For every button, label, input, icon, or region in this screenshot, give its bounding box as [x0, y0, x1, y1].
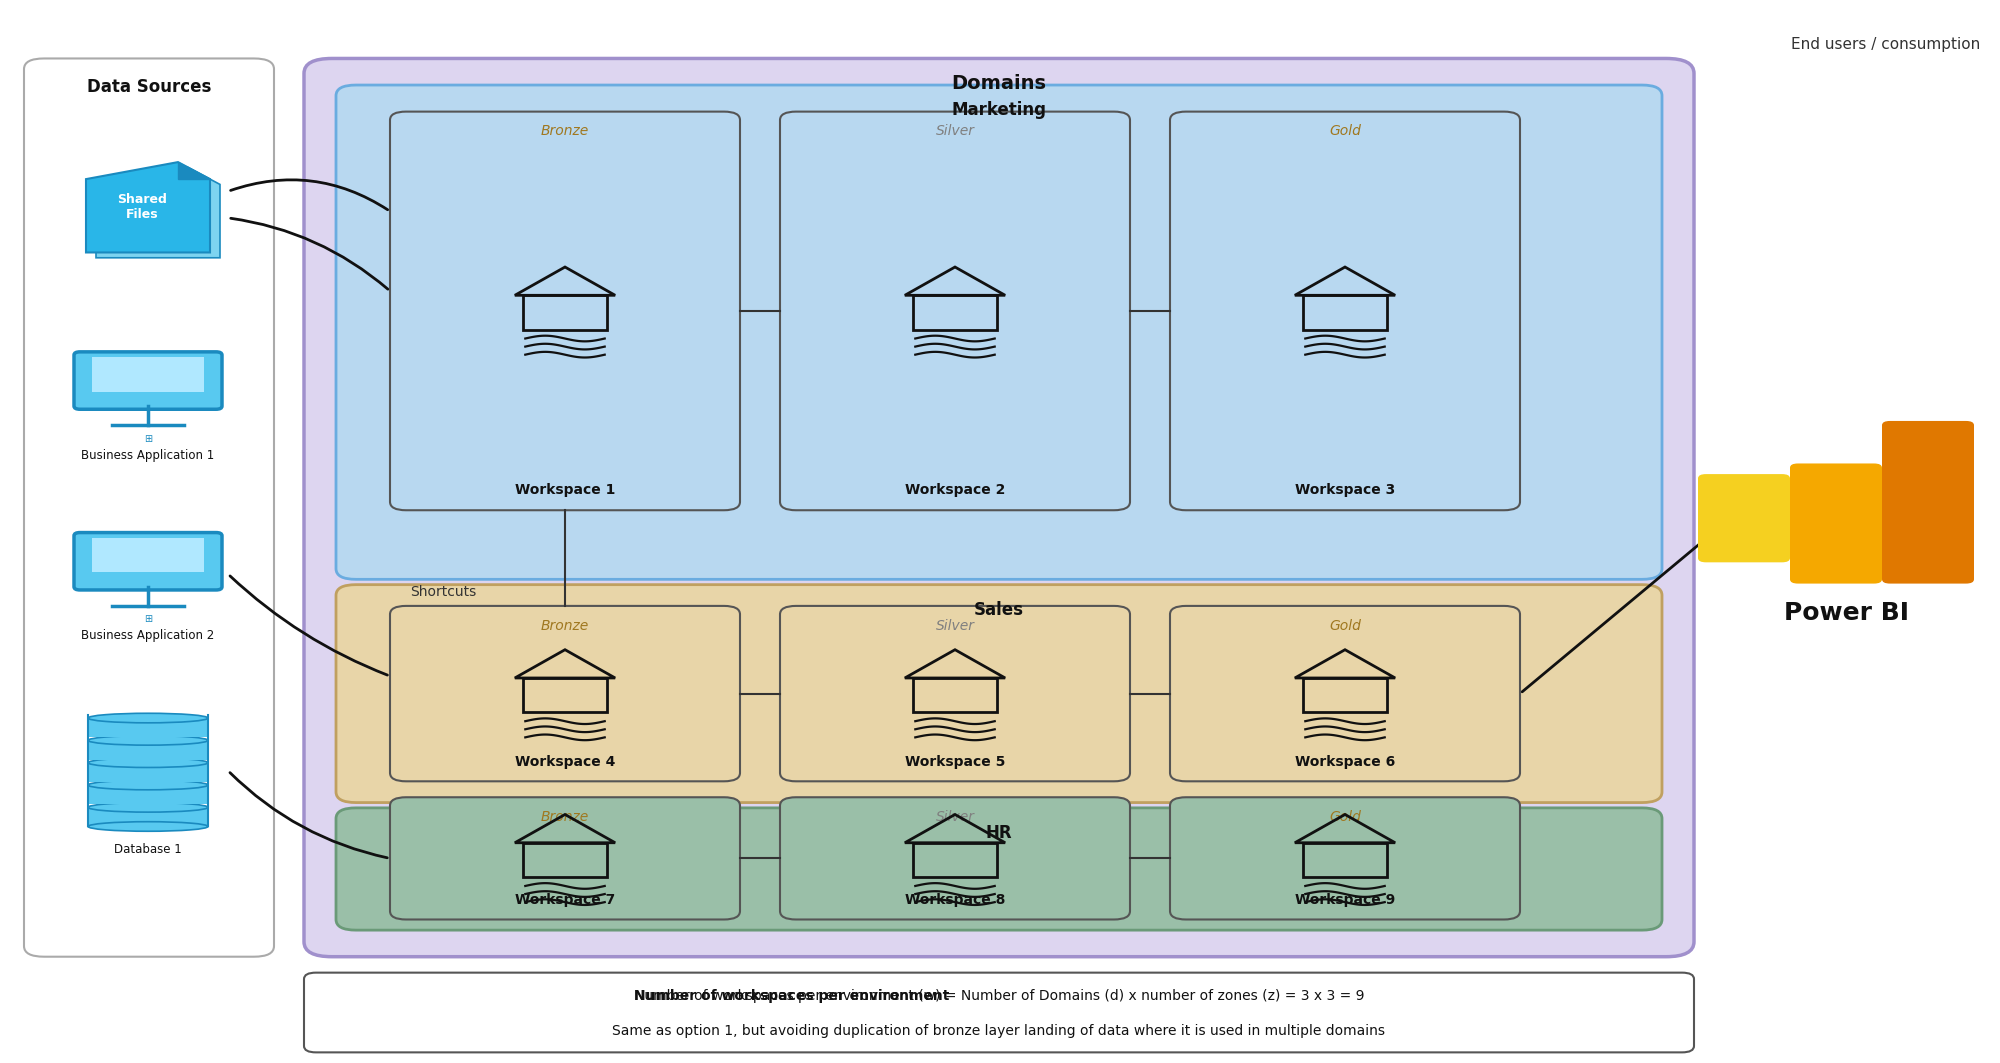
- Text: Workspace 3: Workspace 3: [1294, 484, 1396, 497]
- Bar: [88, 763, 208, 782]
- Text: Bronze: Bronze: [540, 619, 590, 632]
- FancyBboxPatch shape: [92, 538, 204, 572]
- FancyBboxPatch shape: [304, 58, 1694, 957]
- Text: Marketing: Marketing: [952, 101, 1046, 119]
- FancyBboxPatch shape: [74, 533, 222, 590]
- Bar: [88, 719, 208, 738]
- Text: Sales: Sales: [974, 601, 1024, 619]
- FancyBboxPatch shape: [74, 352, 222, 409]
- Text: Power BI: Power BI: [1784, 601, 1908, 625]
- Text: Number of workspaces per environment (w) = Number of Domains (d) x number of zon: Number of workspaces per environment (w)…: [634, 989, 1364, 1002]
- Text: Workspace 9: Workspace 9: [1294, 893, 1396, 907]
- Ellipse shape: [88, 822, 208, 831]
- Text: HR: HR: [986, 824, 1012, 842]
- Text: Shared
Files: Shared Files: [118, 193, 166, 221]
- Text: Silver: Silver: [936, 619, 974, 632]
- FancyBboxPatch shape: [1170, 606, 1520, 781]
- Ellipse shape: [88, 736, 208, 745]
- FancyBboxPatch shape: [1698, 474, 1790, 562]
- FancyBboxPatch shape: [304, 973, 1694, 1052]
- Text: Silver: Silver: [936, 810, 974, 824]
- Text: Domains: Domains: [952, 74, 1046, 94]
- Text: Same as option 1, but avoiding duplication of bronze layer landing of data where: Same as option 1, but avoiding duplicati…: [612, 1024, 1386, 1037]
- Text: Business Application 2: Business Application 2: [82, 629, 214, 642]
- FancyBboxPatch shape: [1882, 421, 1974, 584]
- Text: Workspace 7: Workspace 7: [514, 893, 616, 907]
- Text: Data Sources: Data Sources: [86, 78, 212, 96]
- Ellipse shape: [88, 758, 208, 767]
- Polygon shape: [96, 167, 220, 257]
- Text: Database 1: Database 1: [114, 843, 182, 856]
- Text: Gold: Gold: [1330, 619, 1360, 632]
- Text: Workspace 5: Workspace 5: [904, 755, 1006, 769]
- Text: Number of workspaces per environment (w) = Number of Domains (d) x number of zon: Number of workspaces per environment (w)…: [634, 989, 1364, 1002]
- Text: Gold: Gold: [1330, 124, 1360, 138]
- Text: Gold: Gold: [1330, 810, 1360, 824]
- FancyBboxPatch shape: [336, 85, 1662, 579]
- Ellipse shape: [88, 803, 208, 812]
- Text: Shortcuts: Shortcuts: [410, 585, 476, 598]
- Text: ⊞: ⊞: [144, 614, 152, 624]
- FancyBboxPatch shape: [336, 585, 1662, 803]
- Text: Number of workspaces per environment: Number of workspaces per environment: [634, 989, 950, 1002]
- FancyBboxPatch shape: [390, 112, 740, 510]
- Text: Workspace 6: Workspace 6: [1294, 755, 1396, 769]
- FancyBboxPatch shape: [24, 58, 274, 957]
- FancyBboxPatch shape: [1170, 112, 1520, 510]
- Text: Business Application 1: Business Application 1: [82, 449, 214, 461]
- Bar: [88, 808, 208, 827]
- FancyBboxPatch shape: [390, 797, 740, 919]
- Text: Bronze: Bronze: [540, 810, 590, 824]
- FancyBboxPatch shape: [92, 357, 204, 391]
- Ellipse shape: [88, 780, 208, 790]
- Text: Workspace 8: Workspace 8: [904, 893, 1006, 907]
- Bar: [88, 740, 208, 759]
- Polygon shape: [178, 162, 210, 179]
- Text: End users / consumption: End users / consumption: [1790, 37, 1980, 52]
- Ellipse shape: [88, 713, 208, 723]
- FancyBboxPatch shape: [336, 808, 1662, 930]
- Text: Workspace 1: Workspace 1: [514, 484, 616, 497]
- Bar: [88, 784, 208, 804]
- Text: Workspace 2: Workspace 2: [904, 484, 1006, 497]
- Text: Bronze: Bronze: [540, 124, 590, 138]
- FancyBboxPatch shape: [780, 797, 1130, 919]
- FancyBboxPatch shape: [1790, 463, 1882, 584]
- Text: Workspace 4: Workspace 4: [514, 755, 616, 769]
- FancyBboxPatch shape: [780, 606, 1130, 781]
- FancyBboxPatch shape: [780, 112, 1130, 510]
- Text: Silver: Silver: [936, 124, 974, 138]
- Text: ⊞: ⊞: [144, 434, 152, 443]
- Polygon shape: [86, 162, 210, 252]
- FancyBboxPatch shape: [390, 606, 740, 781]
- FancyBboxPatch shape: [1170, 797, 1520, 919]
